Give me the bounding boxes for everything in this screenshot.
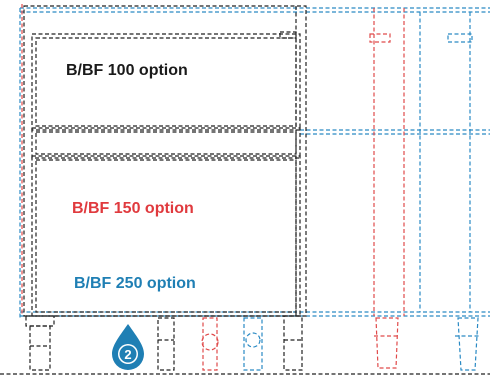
option-250-label: B/BF 250 option <box>74 275 196 292</box>
outline-100-black <box>0 5 490 375</box>
water-drop-number-icon: 2 <box>112 324 144 370</box>
outline-150-red <box>21 4 405 371</box>
option-150-label: B/BF 150 option <box>72 200 194 217</box>
badge-number: 2 <box>124 347 131 362</box>
option-100-label: B/BF 100 option <box>66 62 188 79</box>
